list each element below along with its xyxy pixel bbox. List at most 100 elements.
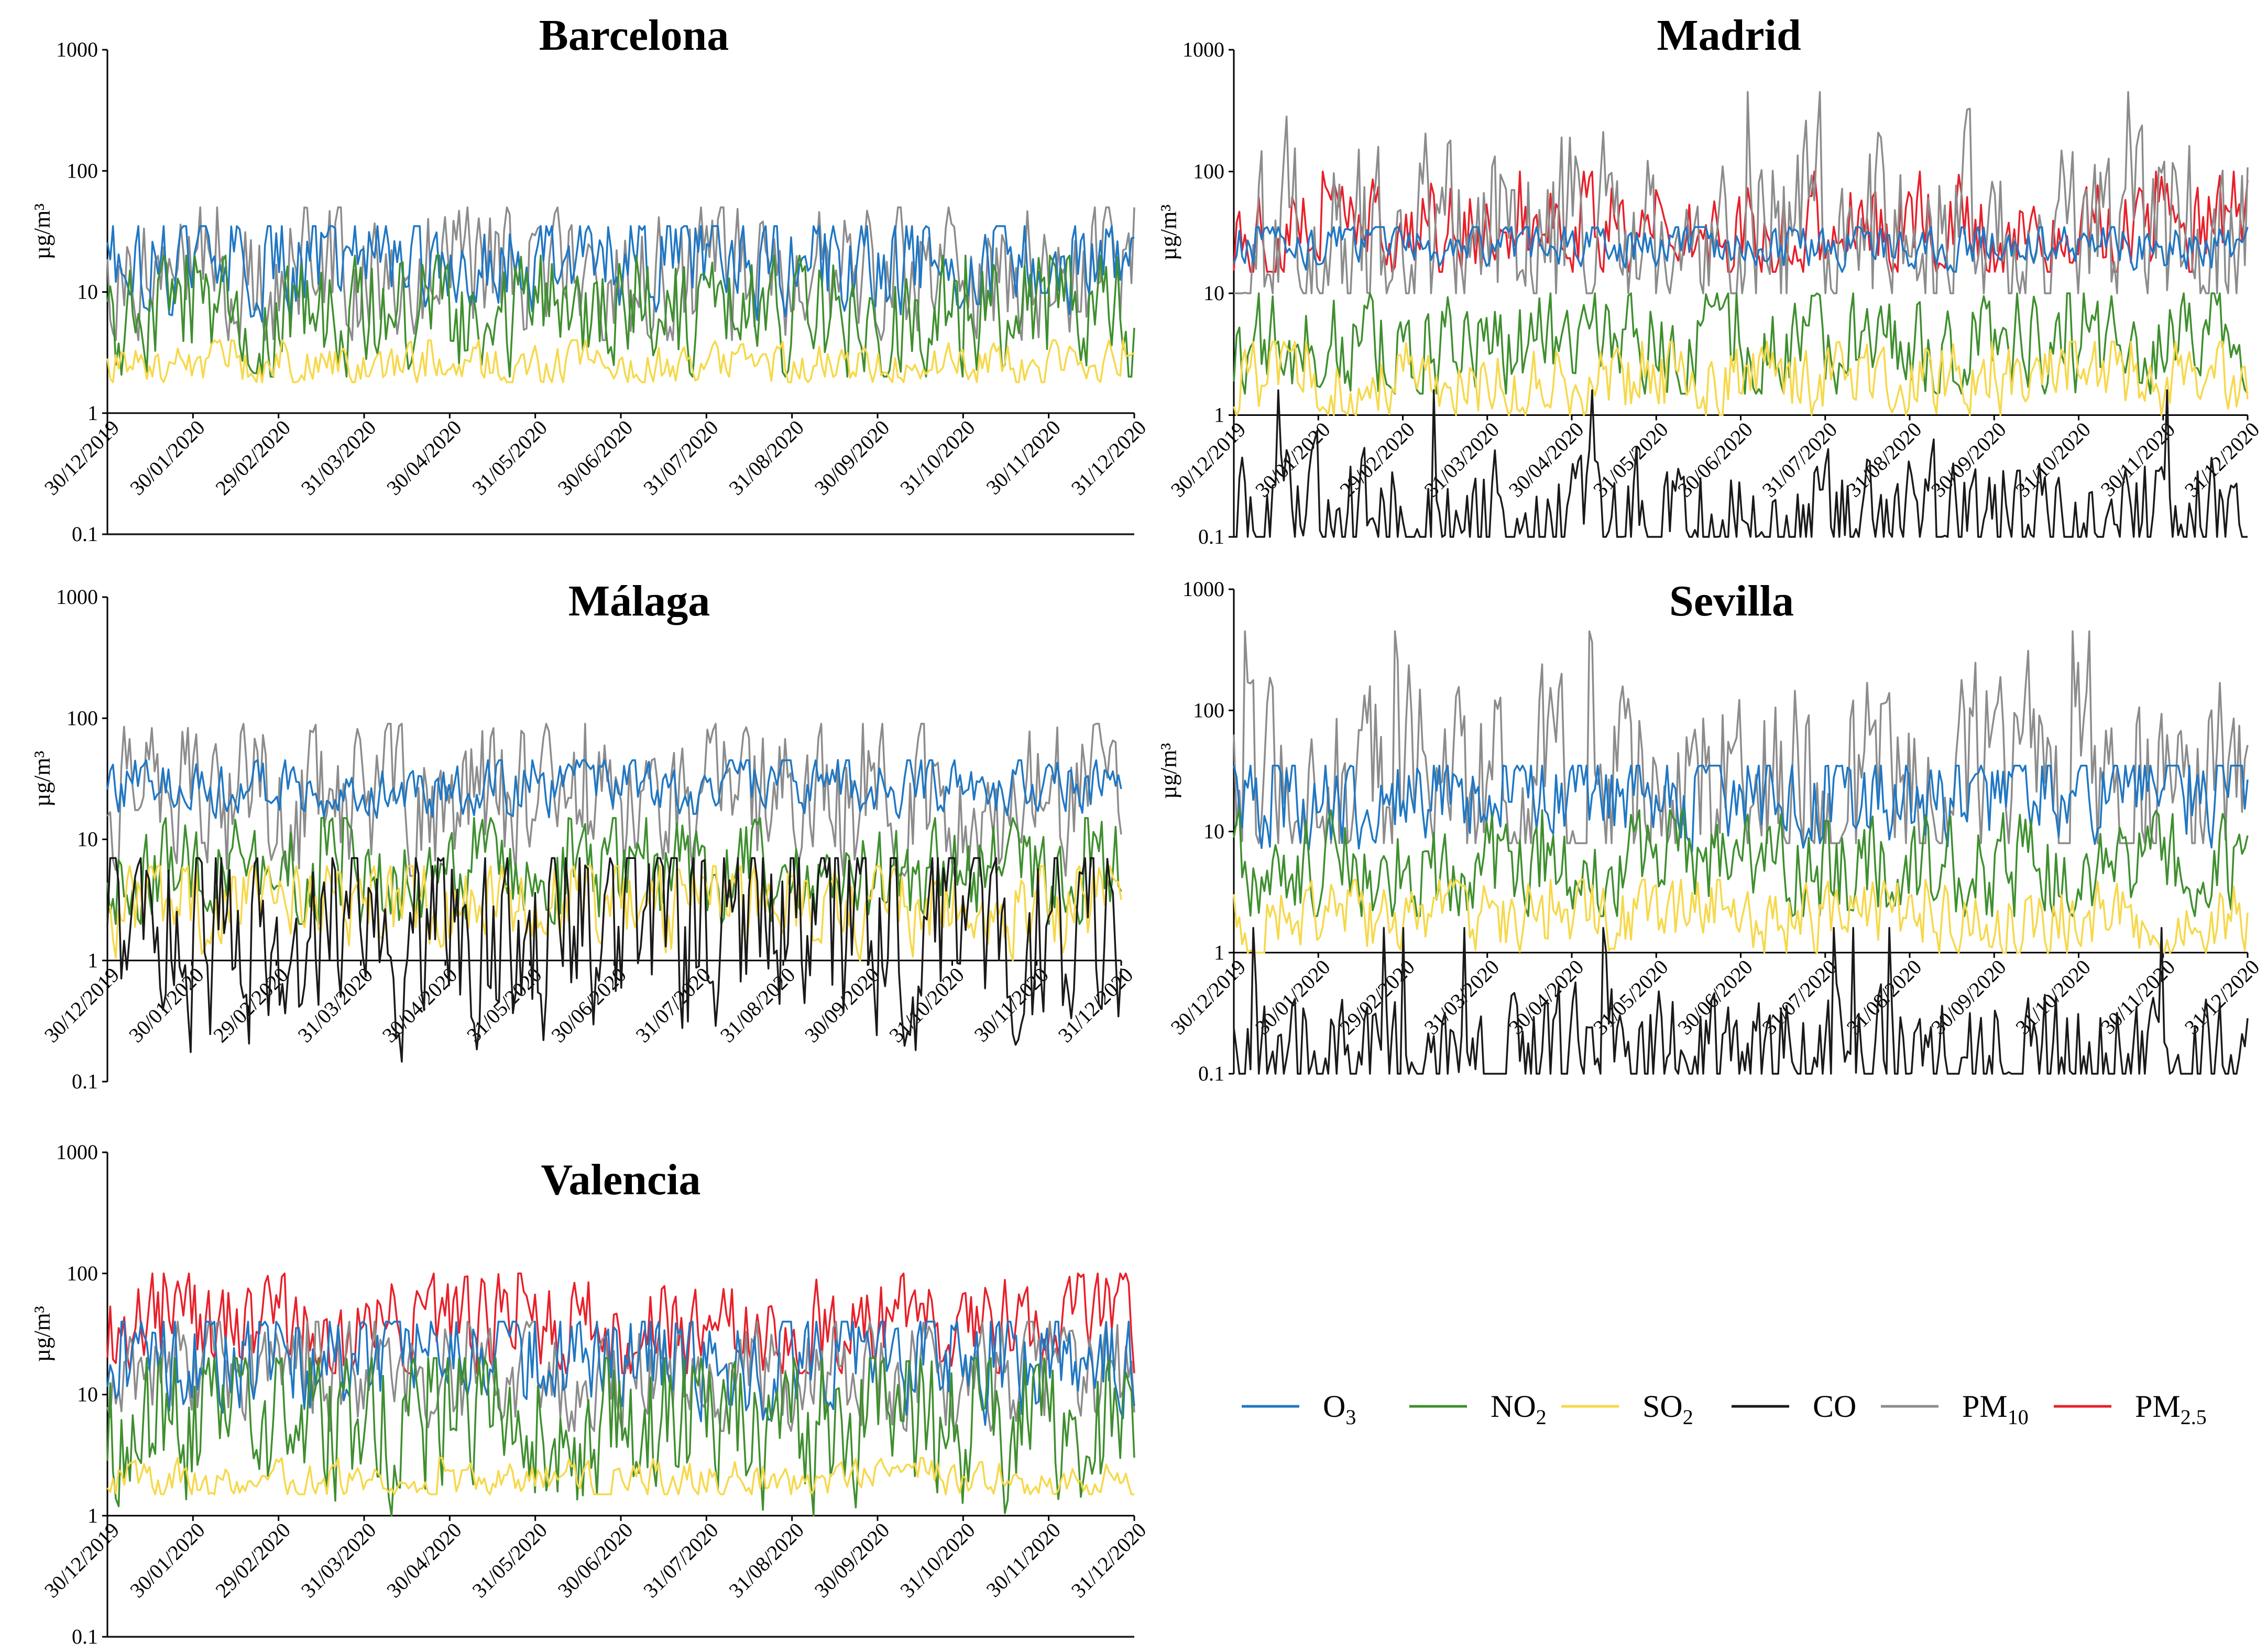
series-line-so2 xyxy=(1233,878,2249,954)
x-tick-label: 31/03/2020 xyxy=(297,1518,381,1602)
y-tick-label: 10 xyxy=(77,1383,98,1406)
y-tick-label: 1000 xyxy=(1182,38,1224,61)
y-tick-label: 1000 xyxy=(56,1140,98,1164)
y-tick-label: 1 xyxy=(87,949,98,972)
y-axis-label: µg/m³ xyxy=(29,203,55,259)
panel-madrid: Madrid 1000 100 10 1 0.1 µg/m³ 30/12/2019 30/01/… xyxy=(1156,11,2264,548)
legend-label: PM10 xyxy=(1962,1389,2029,1429)
x-tick-label: 30/09/2020 xyxy=(1926,417,2011,502)
x-tick-label: 30/12/2019 xyxy=(1166,417,1251,502)
x-tick-label: 30/12/2019 xyxy=(40,415,124,500)
legend-label: CO xyxy=(1813,1389,1856,1424)
y-tick-label: 100 xyxy=(67,1261,98,1285)
x-tick-label: 31/05/2020 xyxy=(467,415,552,500)
legend-label: O3 xyxy=(1323,1389,1356,1429)
x-tick-label: 31/10/2020 xyxy=(2011,417,2095,502)
x-tick-label: 31/10/2020 xyxy=(2011,955,2095,1039)
legend-label: PM2.5 xyxy=(2135,1389,2207,1429)
y-tick-label: 100 xyxy=(67,706,98,730)
series-line-so2 xyxy=(107,865,1122,962)
legend-label-subscript: 2.5 xyxy=(2181,1405,2207,1429)
x-tick-label: 29/02/2020 xyxy=(211,1518,295,1602)
legend-label-subscript: 3 xyxy=(1345,1405,1356,1429)
legend-label-subscript: 10 xyxy=(2008,1405,2029,1429)
series-line-so2 xyxy=(106,1457,1134,1495)
series-line-pm25 xyxy=(106,1272,1135,1374)
series-line-o3 xyxy=(1233,764,2249,853)
series-line-o3 xyxy=(1233,226,2249,273)
x-tick-label: 31/10/2020 xyxy=(884,963,969,1047)
x-tick-label: 30/01/2020 xyxy=(125,415,210,500)
x-tick-label: 31/12/2020 xyxy=(1067,1518,1151,1602)
series-line-so2 xyxy=(106,339,1135,383)
x-tick-label: 30/11/2020 xyxy=(981,1518,1065,1602)
y-tick-label: 100 xyxy=(67,159,98,182)
x-tick-label: 30/09/2020 xyxy=(810,1518,894,1602)
x-tick-label: 31/08/2020 xyxy=(724,1518,808,1602)
series-line-pm10 xyxy=(1234,91,2249,294)
x-tick-label: 30/06/2020 xyxy=(553,1518,638,1602)
y-tick-label: 100 xyxy=(1193,160,1224,183)
x-tick-label: 31/10/2020 xyxy=(895,415,980,500)
y-axis-label: µg/m³ xyxy=(29,1306,55,1362)
y-tick-label: 1 xyxy=(87,401,98,425)
y-tick-label: 1000 xyxy=(56,585,98,609)
legend-label-subscript: 2 xyxy=(1536,1405,1547,1429)
y-axis-label: µg/m³ xyxy=(1156,204,1181,260)
series-line-no2 xyxy=(106,1357,1135,1517)
legend-item-pm10: PM10 xyxy=(1881,1389,2029,1429)
y-tick-label: 10 xyxy=(77,280,98,304)
series-line-co xyxy=(1233,927,2249,1075)
y-tick-label: 0.1 xyxy=(1198,525,1224,548)
x-tick-label: 29/02/2020 xyxy=(1335,417,1419,502)
x-tick-label: 31/07/2020 xyxy=(639,415,723,500)
y-tick-label: 1 xyxy=(1214,403,1224,427)
x-tick-label: 31/08/2020 xyxy=(716,963,800,1047)
series-line-pm10 xyxy=(1233,630,2249,844)
series-line-no2 xyxy=(1233,809,2249,917)
x-tick-label: 30/11/2020 xyxy=(981,415,1065,499)
x-tick-label: 31/12/2020 xyxy=(1067,415,1151,500)
y-tick-label: 1 xyxy=(1214,941,1224,964)
y-axis-label: µg/m³ xyxy=(29,751,55,807)
x-tick-label: 30/12/2019 xyxy=(40,1518,124,1602)
x-tick-label: 31/07/2020 xyxy=(639,1518,723,1602)
legend-label-subscript: 2 xyxy=(1683,1405,1693,1429)
y-tick-label: 1 xyxy=(87,1504,98,1527)
x-tick-label: 30/12/2019 xyxy=(1166,955,1251,1039)
y-tick-label: 10 xyxy=(1203,820,1224,843)
y-axis-label: µg/m³ xyxy=(1156,743,1181,799)
x-tick-label: 30/01/2020 xyxy=(1251,417,1335,502)
series-line-co xyxy=(106,857,1122,1063)
x-tick-label: 31/03/2020 xyxy=(297,415,381,500)
panel-title: Sevilla xyxy=(1669,577,1794,625)
legend-item-co: CO xyxy=(1732,1389,1856,1424)
x-tick-label: 30/04/2020 xyxy=(382,415,466,500)
legend-item-no2: NO2 xyxy=(1409,1389,1547,1429)
y-tick-label: 0.1 xyxy=(1198,1062,1224,1085)
y-tick-label: 1000 xyxy=(1182,577,1224,601)
series-line-o3 xyxy=(106,759,1122,819)
panel-title: Barcelona xyxy=(539,11,729,60)
x-tick-label: 30/12/2019 xyxy=(40,963,124,1047)
x-tick-label: 31/12/2020 xyxy=(2180,417,2264,502)
panel-title: Valencia xyxy=(541,1155,701,1204)
x-tick-label: 31/07/2020 xyxy=(631,963,715,1047)
y-tick-label: 10 xyxy=(77,828,98,851)
legend-item-o3: O3 xyxy=(1242,1389,1356,1429)
series-line-so2 xyxy=(1233,340,2249,416)
x-tick-label: 30/11/2020 xyxy=(2096,417,2180,501)
x-tick-label: 31/08/2020 xyxy=(724,415,808,500)
panel-title: Málaga xyxy=(568,577,710,625)
series-line-no2 xyxy=(106,817,1122,925)
y-tick-label: 0.1 xyxy=(72,1070,98,1093)
x-tick-label: 29/02/2020 xyxy=(211,415,295,500)
y-tick-label: 0.1 xyxy=(72,1625,98,1648)
x-tick-label: 30/04/2020 xyxy=(382,1518,466,1602)
x-tick-label: 30/01/2020 xyxy=(125,1518,210,1602)
